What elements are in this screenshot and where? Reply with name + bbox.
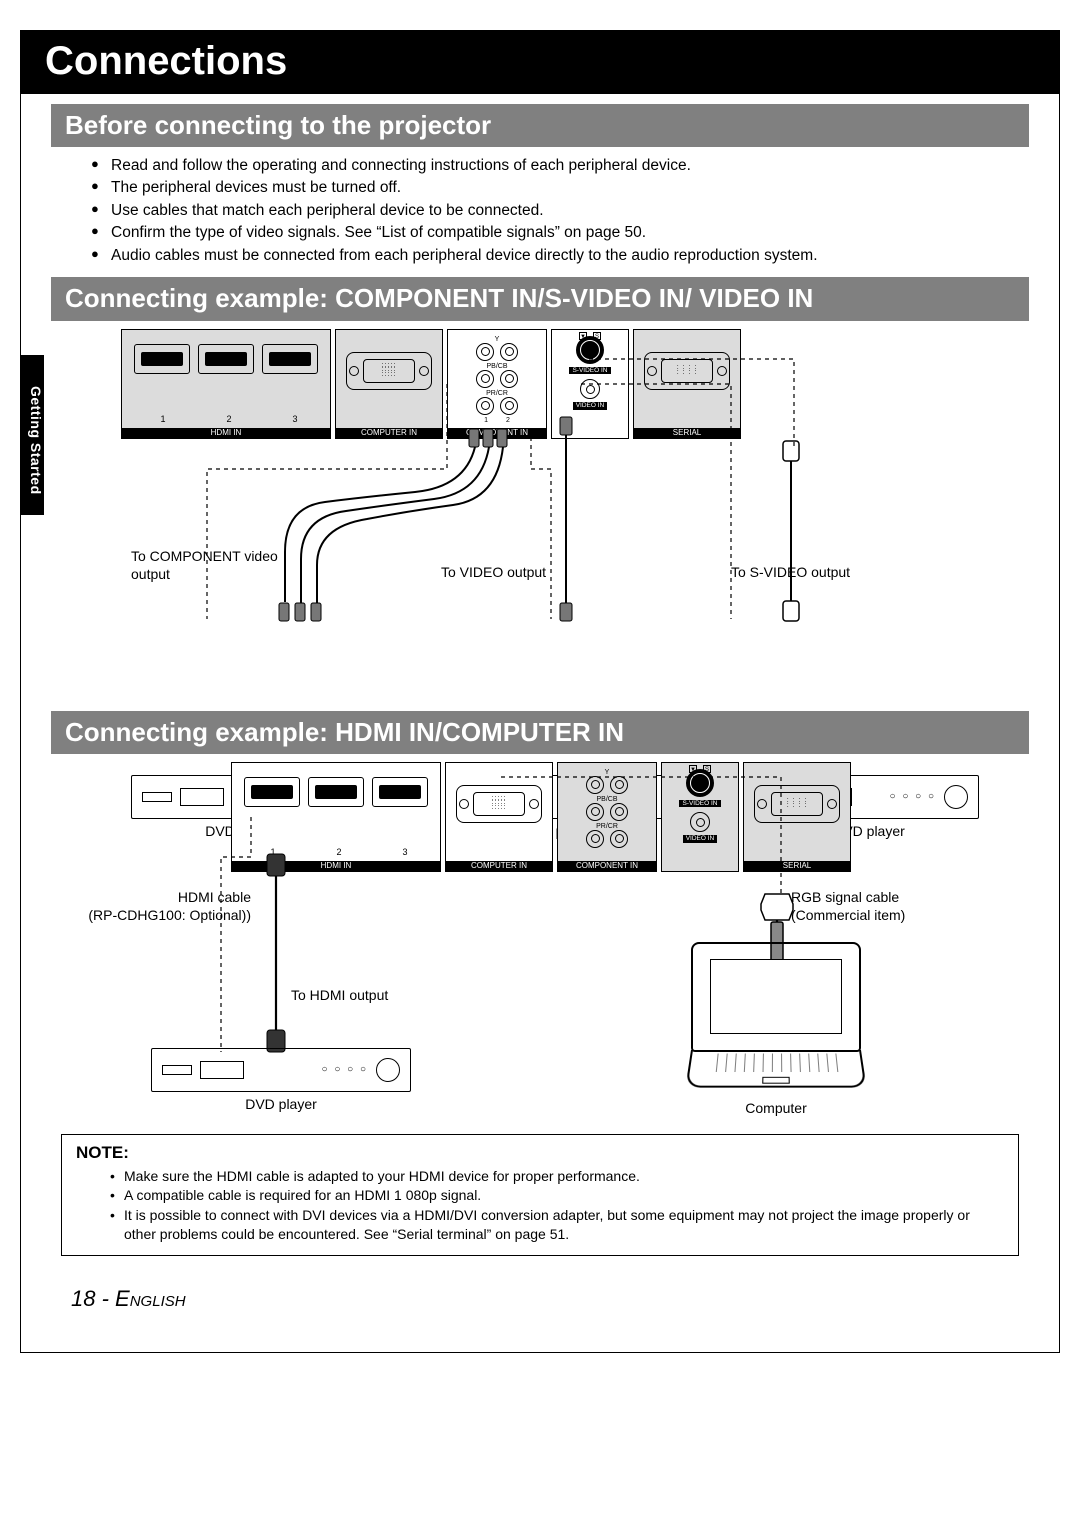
manual-page: Connections Getting Started Before conne… [20, 30, 1060, 1353]
y-label: Y [456, 336, 538, 343]
svideo-jack-icon [576, 336, 604, 364]
computer-in-port: ::::::::::::::: COMPUTER IN [335, 329, 443, 439]
component-in-ports: Y PB/CB PR/CR 1 2 COMPONENT IN [447, 329, 547, 439]
svideo-video-ports: ▼S S-VIDEO IN VIDEO IN [551, 329, 629, 439]
note-item: It is possible to connect with DVI devic… [110, 1206, 1004, 1245]
port-num: 1 [244, 847, 302, 857]
hdmi-label: HDMI IN [122, 428, 330, 438]
serial-label: SERIAL [634, 428, 740, 438]
footer-sep: - [95, 1286, 115, 1311]
video-jack-icon [580, 379, 600, 399]
section-hdmi-computer-heading: Connecting example: HDMI IN/COMPUTER IN [51, 711, 1029, 754]
video-cable-label: To VIDEO output [441, 563, 546, 581]
computer-label-2: COMPUTER IN [446, 861, 552, 871]
svideo-video-ports-2: ▼S S-VIDEO IN VIDEO IN [661, 762, 739, 872]
page-footer: 18 - English [71, 1286, 1059, 1312]
hdmi-in-ports: 1 2 3 HDMI IN [121, 329, 331, 439]
to-hdmi-output-label: To HDMI output [291, 986, 388, 1004]
pr-label: PR/CR [456, 390, 538, 397]
rgb-cable-label: RGB signal cable (Commercial item) [791, 888, 905, 924]
section-component-heading: Connecting example: COMPONENT IN/S-VIDEO… [51, 277, 1029, 320]
side-tab-getting-started: Getting Started [20, 355, 44, 515]
note-box: NOTE: Make sure the HDMI cable is adapte… [61, 1134, 1019, 1256]
bullet-item: Use cables that match each peripheral de… [91, 200, 1019, 222]
device-computer: Computer [691, 942, 861, 1116]
component-label: COMPONENT IN [448, 428, 546, 438]
port-num: 2 [310, 847, 368, 857]
video-label: VIDEO IN [573, 402, 608, 410]
port-num: 1 [134, 414, 192, 424]
component-cable-label: To COMPONENT video output [131, 547, 291, 583]
bullet-item: Read and follow the operating and connec… [91, 155, 1019, 177]
hdmi-in-ports-2: 1 2 3 HDMI IN [231, 762, 441, 872]
bullet-item: The peripheral devices must be turned of… [91, 177, 1019, 199]
port-num: 3 [376, 847, 434, 857]
device-caption: DVD player [151, 1096, 411, 1112]
serial-port-2: : : : :: : : : SERIAL [743, 762, 851, 872]
device-caption: Computer [691, 1100, 861, 1116]
bullet-item: Confirm the type of video signals. See “… [91, 222, 1019, 244]
note-heading: NOTE: [76, 1143, 1004, 1163]
page-number: 18 [71, 1286, 95, 1311]
projector-back-panel-2: 1 2 3 HDMI IN ::::::::::::::: COMPUTER I… [231, 762, 851, 872]
page-title: Connections [45, 39, 1035, 84]
projector-back-panel: 1 2 3 HDMI IN ::::::::::::::: COMPUTER I… [121, 329, 741, 439]
port-num: 2 [200, 414, 258, 424]
serial-port: : : : :: : : : SERIAL [633, 329, 741, 439]
note-item: Make sure the HDMI cable is adapted to y… [110, 1167, 1004, 1187]
section-before-connecting-heading: Before connecting to the projector [51, 104, 1029, 147]
before-connecting-bullets: Read and follow the operating and connec… [91, 155, 1019, 267]
computer-label: COMPUTER IN [336, 428, 442, 438]
bullet-item: Audio cables must be connected from each… [91, 245, 1019, 267]
hdmi-cable-label: HDMI cable (RP-CDHG100: Optional)) [71, 888, 251, 924]
note-item: A compatible cable is required for an HD… [110, 1186, 1004, 1206]
svideo-cable-label: To S-VIDEO output [731, 563, 850, 581]
computer-in-port-2: ::::::::::::::: COMPUTER IN [445, 762, 553, 872]
port-num: 1 [484, 417, 488, 424]
diagram-component-svideo-video: 1 2 3 HDMI IN ::::::::::::::: COMPUTER I… [91, 329, 1019, 699]
port-num: 2 [506, 417, 510, 424]
svideo-label: S-VIDEO IN [569, 367, 610, 375]
port-num: 3 [266, 414, 324, 424]
note-list: Make sure the HDMI cable is adapted to y… [76, 1167, 1004, 1245]
device-dvd-hdmi: ○ ○ ○ ○ DVD player [151, 1042, 411, 1112]
hdmi-label-2: HDMI IN [232, 861, 440, 871]
title-bar: Connections [21, 31, 1059, 94]
footer-language: English [115, 1286, 186, 1311]
pb-label: PB/CB [456, 363, 538, 370]
diagram-hdmi-computer: 1 2 3 HDMI IN ::::::::::::::: COMPUTER I… [91, 762, 1019, 1122]
component-in-ports-2: Y PB/CB PR/CR COMPONENT IN [557, 762, 657, 872]
